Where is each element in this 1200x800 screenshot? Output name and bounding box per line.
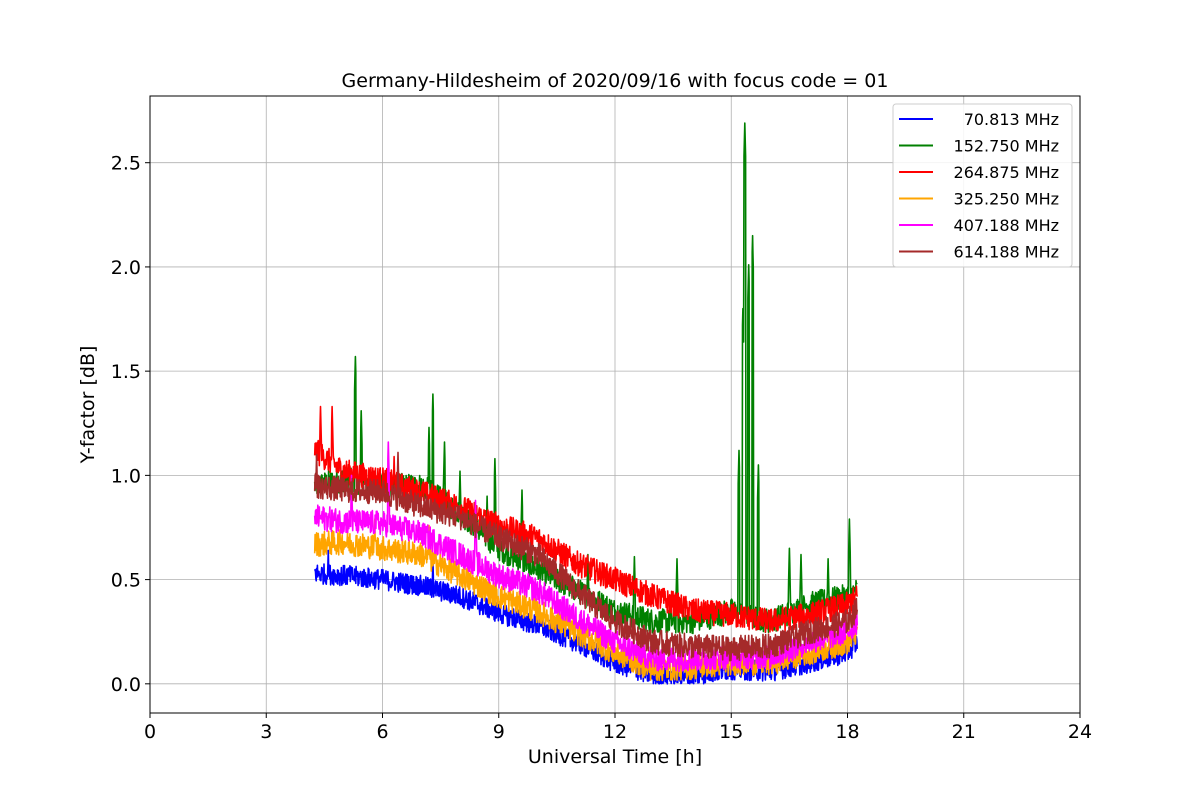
y-axis: 0.0 0.5 1.0 1.5 2.0 2.5: [111, 153, 150, 696]
x-axis-label: Universal Time [h]: [528, 746, 702, 768]
y-tick-label: 2.0: [111, 257, 141, 279]
legend-box: [892, 103, 1073, 268]
x-tick-label: 12: [603, 721, 627, 743]
x-tick-label: 0: [144, 721, 156, 743]
legend: 70.813 MHz 152.750 MHz 264.875 MHz 325.250 …: [892, 103, 1073, 268]
x-axis: 0 3 6 9 12 15 18 21 24: [144, 713, 1092, 743]
legend-label: 70.813 MHz: [964, 110, 1059, 129]
legend-label: 614.188 MHz: [954, 243, 1059, 262]
y-axis-label: Y-factor [dB]: [77, 346, 99, 465]
series-layer: [313, 122, 858, 685]
y-tick-label: 0.5: [111, 570, 141, 592]
x-tick-label: 6: [376, 721, 388, 743]
x-tick-label: 18: [835, 721, 859, 743]
x-tick-label: 15: [719, 721, 743, 743]
series-line: [313, 451, 858, 662]
x-tick-label: 3: [260, 721, 272, 743]
x-tick-label: 21: [952, 721, 976, 743]
y-tick-label: 1.5: [111, 361, 141, 383]
chart-title: Germany-Hildesheim of 2020/09/16 with fo…: [342, 70, 889, 92]
x-tick-label: 24: [1068, 721, 1092, 743]
x-tick-label: 9: [493, 721, 505, 743]
y-tick-label: 0.0: [111, 674, 141, 696]
legend-label: 152.750 MHz: [954, 137, 1059, 156]
y-tick-label: 1.0: [111, 465, 141, 487]
y-tick-label: 2.5: [111, 153, 141, 175]
legend-label: 407.188 MHz: [954, 216, 1059, 235]
legend-label: 325.250 MHz: [954, 190, 1059, 209]
legend-label: 264.875 MHz: [954, 163, 1059, 182]
